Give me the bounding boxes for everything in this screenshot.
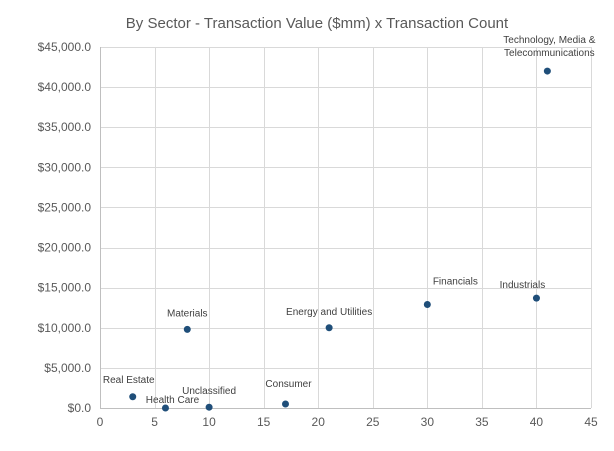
- x-tick-label: 35: [475, 415, 489, 429]
- data-label: Technology, Media & Telecommunications: [503, 35, 595, 59]
- y-tick-label: $30,000.0: [38, 160, 92, 174]
- chart-title: By Sector - Transaction Value ($mm) x Tr…: [126, 15, 509, 32]
- x-tick-label: 25: [366, 415, 380, 429]
- y-tick-label: $0.0: [68, 401, 92, 415]
- data-label: Financials: [433, 277, 478, 288]
- y-tick-label: $45,000.0: [38, 40, 92, 54]
- y-tick-label: $5,000.0: [44, 361, 91, 375]
- x-tick-label: 20: [312, 415, 326, 429]
- y-tick-label: $20,000.0: [38, 241, 92, 255]
- y-tick-label: $40,000.0: [38, 80, 92, 94]
- data-label: Real Estate: [103, 375, 155, 386]
- y-tick-label: $15,000.0: [38, 281, 92, 295]
- data-label: Materials: [167, 308, 208, 319]
- data-point: [423, 301, 431, 309]
- data-label: Energy and Utilities: [286, 307, 372, 318]
- x-tick-label: 40: [530, 415, 544, 429]
- data-label: Consumer: [265, 379, 312, 390]
- data-point: [205, 403, 213, 411]
- y-tick-label: $25,000.0: [38, 200, 92, 214]
- x-tick-label: 10: [202, 415, 216, 429]
- data-label: Industrials: [500, 280, 546, 291]
- data-point: [532, 294, 540, 302]
- data-point: [325, 324, 333, 332]
- data-label: Health Care: [146, 395, 200, 406]
- data-labels: Real Estate Health Care Materials Unclassif…: [103, 35, 596, 406]
- y-tick-label: $10,000.0: [38, 321, 92, 335]
- x-tick-label: 15: [257, 415, 271, 429]
- data-point: [129, 393, 137, 401]
- data-points: [129, 67, 551, 412]
- x-tick-label: 30: [421, 415, 435, 429]
- data-point: [183, 325, 191, 333]
- y-axis-tick-labels: $0.0 $5,000.0 $10,000.0 $15,000.0 $20,000.0 $…: [38, 40, 92, 415]
- x-tick-label: 0: [97, 415, 104, 429]
- vertical-gridlines: [100, 47, 592, 408]
- data-point: [161, 404, 169, 412]
- data-point: [281, 400, 289, 408]
- data-point: [543, 67, 551, 75]
- x-axis-tick-labels: 0 5 10 15 20 25 30 35 40 45: [97, 415, 598, 429]
- horizontal-gridlines: [100, 47, 591, 409]
- data-label: Unclassified: [182, 386, 236, 397]
- y-tick-label: $35,000.0: [38, 120, 92, 134]
- x-tick-label: 45: [584, 415, 598, 429]
- x-tick-label: 5: [151, 415, 158, 429]
